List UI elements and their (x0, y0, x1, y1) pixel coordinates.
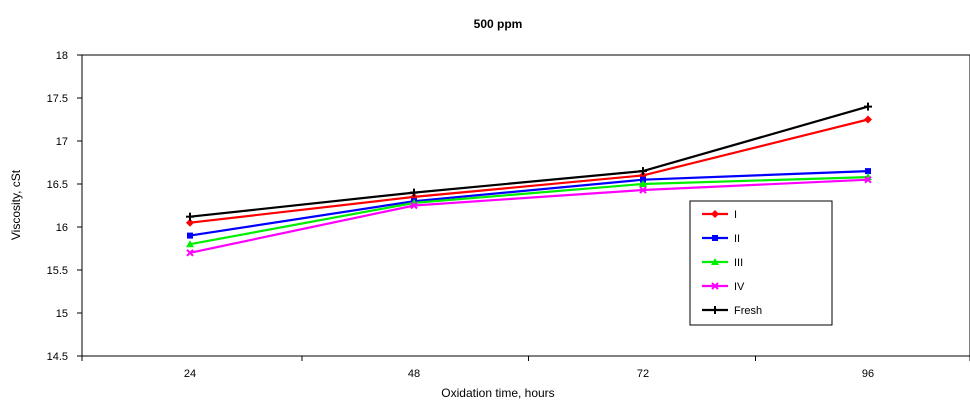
y-tick-label: 15 (56, 308, 68, 320)
y-tick-label: 16 (56, 222, 68, 234)
data-point (864, 102, 872, 111)
legend-label: I (734, 209, 737, 221)
data-point (639, 186, 647, 194)
y-tick-label: 17.5 (47, 93, 68, 105)
legend-item: Fresh (702, 305, 762, 317)
legend-label: III (734, 257, 743, 269)
data-point (865, 168, 871, 175)
series-fresh (186, 102, 872, 221)
series-lines (186, 102, 872, 257)
chart-title: 500 ppm (474, 17, 523, 31)
series-line (189, 105, 869, 218)
y-tick-label: 17 (56, 136, 68, 148)
x-tick-label: 24 (184, 368, 196, 380)
data-point (187, 232, 193, 239)
data-point (186, 212, 194, 221)
y-tick-label: 18 (56, 50, 68, 62)
legend-marker (711, 258, 719, 265)
x-tick-label: 96 (862, 368, 874, 380)
data-point (864, 115, 872, 124)
y-axis: 18 17.5 17 16.5 16 15.5 15 14.5 (47, 50, 82, 363)
legend-item: II (702, 233, 740, 245)
y-axis-label: Viscosity, cSt (9, 169, 23, 240)
legend-label: IV (734, 281, 745, 293)
x-tick-label: 48 (408, 368, 420, 380)
data-point (186, 240, 194, 248)
legend-marker (711, 306, 719, 314)
legend-marker (711, 282, 719, 290)
data-point (640, 176, 646, 183)
legend-item: IV (702, 281, 745, 293)
data-point (864, 175, 872, 184)
legend-label: Fresh (734, 305, 762, 317)
data-point (410, 188, 418, 197)
data-point (410, 201, 418, 210)
y-tick-label: 14.5 (47, 351, 68, 363)
data-point (639, 180, 647, 187)
series-line (189, 176, 869, 246)
series-line (189, 118, 869, 224)
legend-marker (711, 210, 719, 218)
x-axis: 24 48 72 96 (81, 356, 970, 380)
y-tick-label: 16.5 (47, 179, 68, 191)
data-point (186, 249, 194, 257)
series-line (189, 170, 869, 237)
series-line (189, 178, 869, 254)
legend-marker (712, 235, 718, 241)
x-axis-label: Oxidation time, hours (441, 386, 554, 400)
legend-item: III (702, 257, 743, 269)
x-tick-label: 72 (637, 368, 649, 380)
data-point (186, 218, 194, 227)
y-tick-label: 15.5 (47, 265, 68, 277)
series-iv (186, 175, 872, 257)
legend-label: II (734, 233, 740, 245)
plot-area (81, 54, 970, 357)
legend-item: I (702, 209, 737, 221)
data-point (639, 167, 647, 176)
